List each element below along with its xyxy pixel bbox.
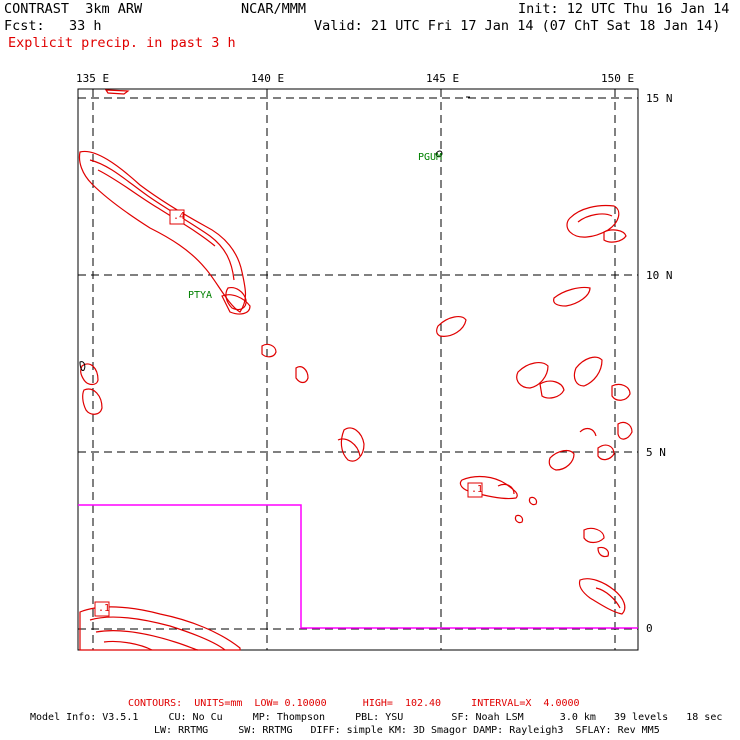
precip-contour [597, 444, 615, 461]
model-title: CONTRAST 3km ARW [4, 1, 143, 17]
field-title: Explicit precip. in past 3 h [8, 35, 236, 51]
contour-label-box [169, 209, 185, 225]
precip-contour [548, 449, 575, 471]
lat-label-15n: 15 N [646, 92, 673, 105]
station-label-pgum: PGUM [418, 152, 443, 163]
precip-contour [103, 640, 153, 651]
contour-info: CONTOURS: UNITS=mm LOW= 0.10000 HIGH= 10… [128, 698, 580, 709]
precip-contour [516, 362, 549, 389]
precip-contour [104, 89, 130, 95]
precip-contour [95, 630, 199, 651]
precip-contour [497, 483, 515, 495]
precip-contour [459, 475, 518, 500]
contour-label: .1 [471, 484, 484, 495]
init-time: Init: 12 UTC Thu 16 Jan 14 [518, 1, 730, 17]
lon-label-145: 145 E [426, 72, 460, 85]
lat-label-5n: 5 N [646, 446, 666, 459]
precip-contour [337, 438, 361, 457]
lon-label-135: 135 E [76, 72, 110, 85]
contour-label: .4 [173, 211, 186, 222]
inner-domain-boundary [78, 504, 638, 629]
contour-label-box [467, 482, 483, 498]
precip-contour [340, 427, 365, 462]
contour-label-box [94, 601, 110, 617]
precip-contour [225, 287, 247, 311]
lon-label-150: 150 E [601, 72, 635, 85]
island-coastline [79, 361, 86, 371]
precip-contour [261, 343, 277, 358]
precip-contour [553, 286, 591, 307]
precip-contour [577, 213, 613, 223]
coastlines [79, 96, 470, 371]
precip-contour [617, 421, 633, 440]
precip-contour [82, 388, 103, 415]
precip-contour [595, 587, 621, 609]
forecast-hour: Fcst: 33 h [4, 18, 102, 34]
precip-contour [611, 383, 631, 401]
map-frame [77, 88, 639, 651]
precip-contour [221, 294, 251, 315]
lon-label-140: 140 E [251, 72, 285, 85]
contour-label: .1 [98, 603, 111, 614]
precip-contour [539, 380, 565, 399]
lat-label-equator: 0 [646, 622, 653, 635]
model-info-line-1: Model Info: V3.5.1 CU: No Cu MP: Thompso… [30, 712, 723, 723]
precip-contour [578, 578, 626, 615]
precip-contour [566, 204, 620, 238]
guam-coastline [435, 150, 443, 158]
precip-contour [583, 527, 605, 544]
model-info-line-2: LW: RRTMG SW: RRTMG DIFF: simple KM: 3D … [154, 725, 660, 736]
precip-contour [597, 546, 609, 558]
precip-contour [89, 616, 226, 651]
precip-contour [436, 316, 467, 337]
station-label-ptya: PTYA [188, 290, 213, 301]
valid-time: Valid: 21 UTC Fri 17 Jan 14 (07 ChT Sat … [314, 18, 721, 34]
precip-contour [514, 514, 524, 524]
contour-label-boxes [94, 209, 483, 617]
center-title: NCAR/MMM [241, 1, 307, 17]
lat-label-10n: 10 N [646, 269, 673, 282]
precip-contour [78, 150, 247, 313]
grid-lines [78, 89, 638, 650]
precip-contour [295, 366, 309, 384]
precip-contour [528, 496, 538, 506]
precip-contour [579, 427, 597, 437]
precip-contour [80, 363, 99, 386]
precip-contour [603, 229, 627, 243]
precip-contour [573, 356, 603, 387]
precip-contours [78, 89, 633, 651]
precip-contour [97, 169, 216, 247]
